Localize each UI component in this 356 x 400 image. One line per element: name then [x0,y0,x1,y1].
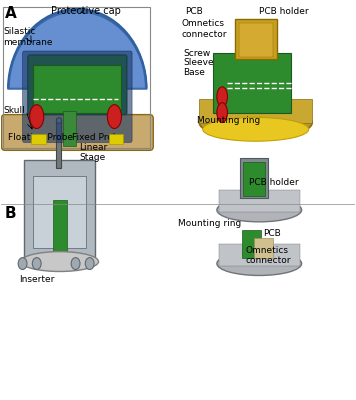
Text: Mounting ring: Mounting ring [178,219,241,228]
Text: Screw: Screw [183,48,210,58]
Bar [244,162,265,196]
Bar [63,111,75,146]
Ellipse shape [21,252,99,272]
Bar [242,230,261,258]
Bar [239,23,273,57]
Ellipse shape [217,103,227,122]
Bar [3,7,150,148]
Bar [254,238,273,258]
Bar [213,53,291,113]
Ellipse shape [217,87,227,107]
Text: PCB: PCB [185,7,203,16]
Text: Inserter: Inserter [19,275,54,284]
Text: Omnetics
connector: Omnetics connector [245,246,290,265]
Text: Skull: Skull [3,106,25,115]
Text: PCB: PCB [263,229,281,238]
Text: Base: Base [183,68,205,77]
FancyBboxPatch shape [22,51,132,142]
Text: Omnetics
connector: Omnetics connector [182,20,227,39]
Ellipse shape [108,105,121,128]
Text: Linear
Stage: Linear Stage [79,143,108,162]
Bar [31,134,46,144]
Bar [219,244,300,266]
Ellipse shape [217,198,302,222]
Ellipse shape [85,258,94,270]
Text: Fixed Probe: Fixed Probe [72,133,124,142]
Ellipse shape [30,105,44,128]
Text: Sleeve: Sleeve [183,58,214,68]
Ellipse shape [71,258,80,270]
Text: PCB holder: PCB holder [259,7,309,16]
Ellipse shape [203,117,309,141]
Text: A: A [5,6,17,21]
Bar [235,19,277,59]
Bar [53,200,67,260]
Bar [33,176,86,248]
Bar [219,190,300,212]
Wedge shape [9,11,146,89]
Text: Mounting ring: Mounting ring [198,116,261,125]
Bar [33,65,121,113]
Bar [109,134,123,144]
Ellipse shape [217,252,302,276]
FancyBboxPatch shape [1,114,153,150]
Text: Protective cap: Protective cap [51,6,121,16]
Bar [56,120,62,168]
Ellipse shape [18,258,27,270]
Text: Floating Probe: Floating Probe [9,133,73,142]
FancyBboxPatch shape [28,55,127,114]
Bar [24,160,95,260]
Text: PCB holder: PCB holder [248,178,298,187]
Ellipse shape [199,107,312,138]
Bar [199,99,312,122]
Ellipse shape [32,258,41,270]
Bar [240,158,268,198]
Text: B: B [5,206,16,221]
Ellipse shape [56,118,62,124]
Text: Silastic
membrane: Silastic membrane [3,28,53,47]
